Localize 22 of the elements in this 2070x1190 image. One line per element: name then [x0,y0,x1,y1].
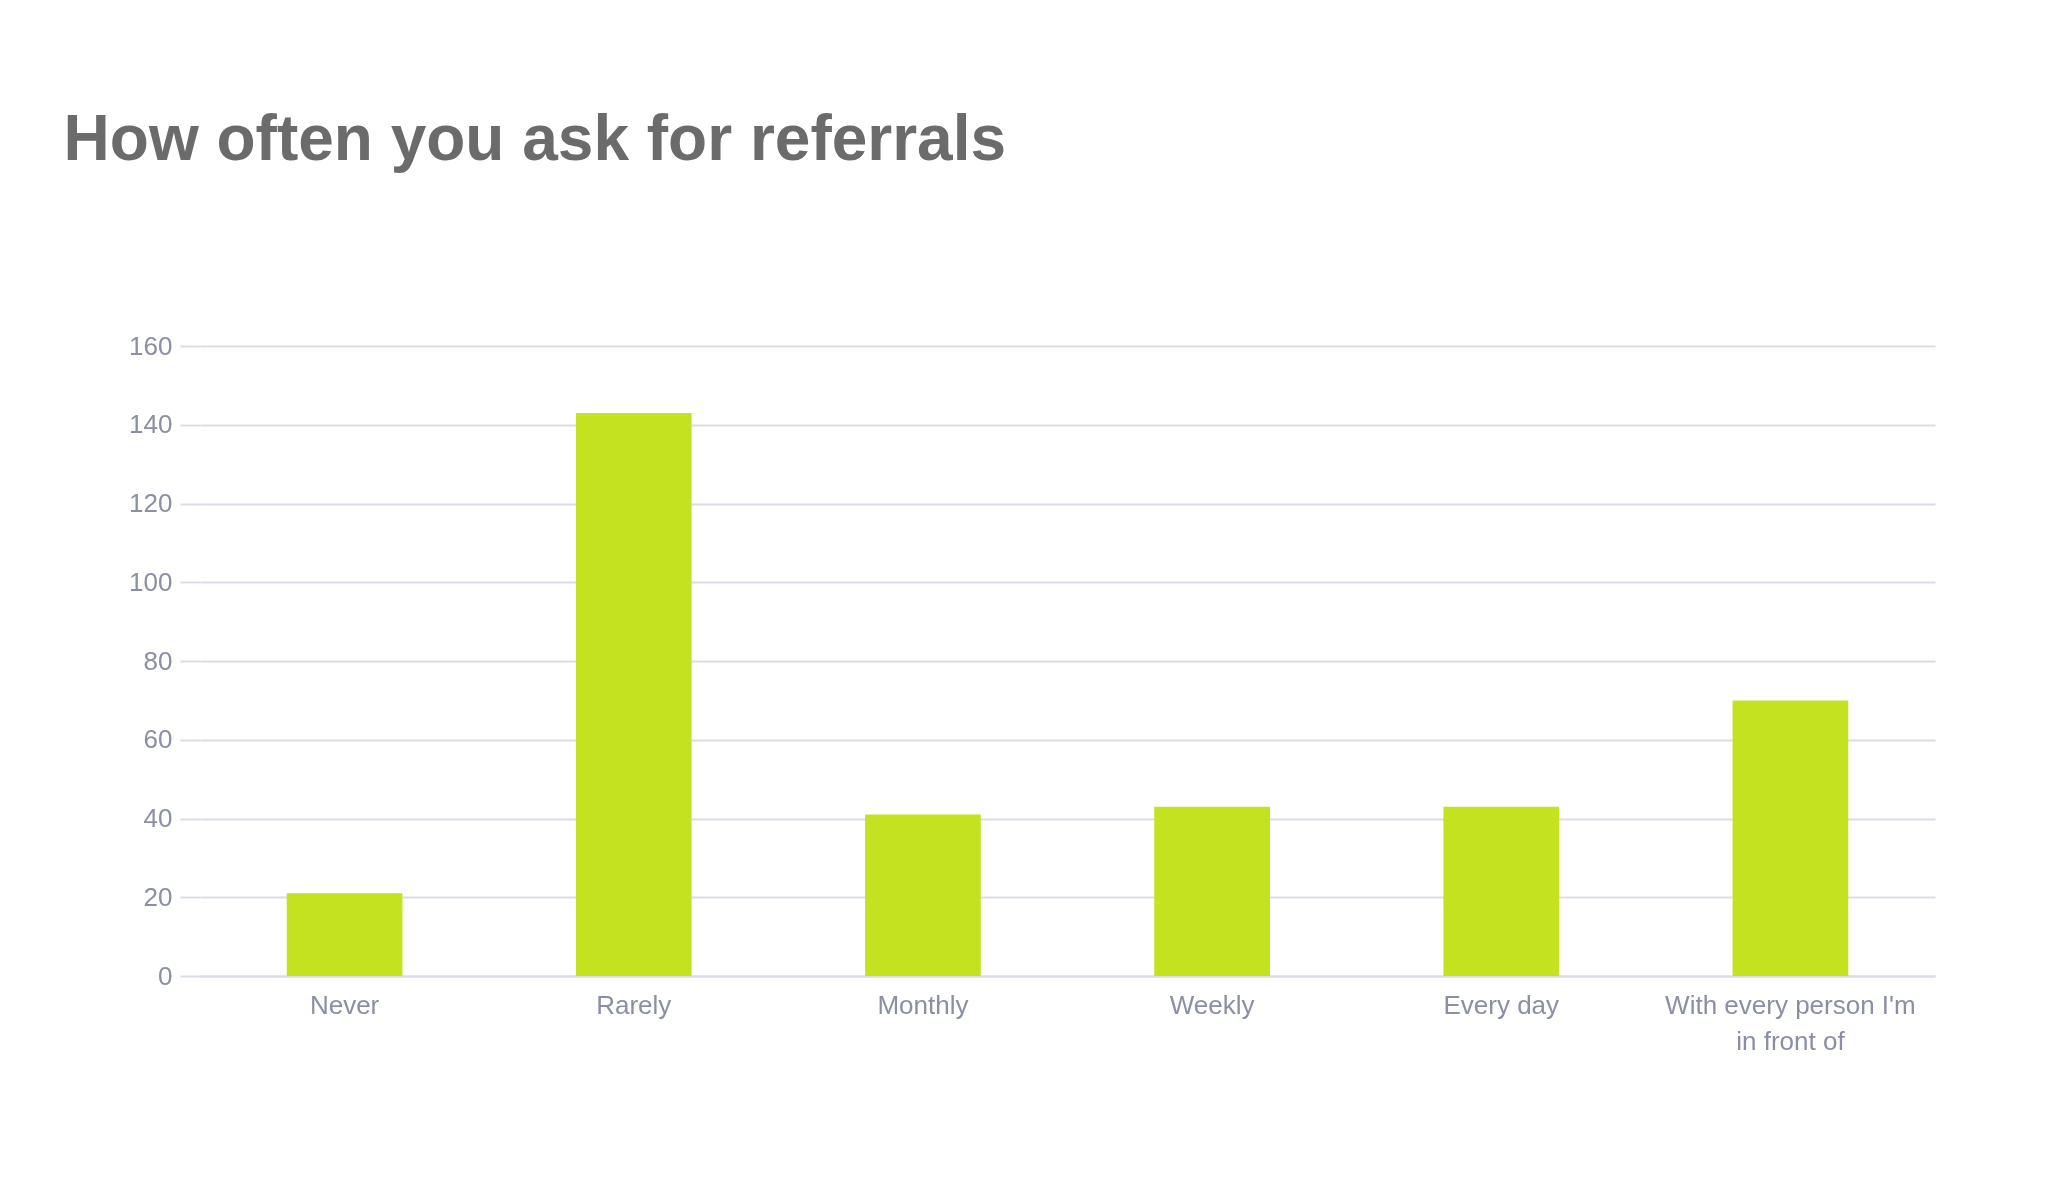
bar [286,893,403,976]
y-tick-label: 100 [129,566,173,597]
bar [865,814,981,976]
bar [1443,806,1560,976]
x-tick-label: Weekly [1169,989,1255,1020]
x-tick-label: Monthly [877,989,969,1020]
y-tick-label: 0 [158,960,173,991]
x-tick-label: Rarely [596,989,672,1020]
y-tick-label: 40 [143,803,173,833]
y-tick-label: 80 [143,645,173,676]
x-tick-label: Never [309,989,380,1020]
y-tick-label: 120 [129,488,173,518]
y-tick-label: 140 [129,409,173,440]
bar [1154,806,1270,976]
bar [1732,700,1849,976]
y-tick-label: 20 [143,881,173,912]
y-tick-label: 160 [129,330,173,361]
x-tick-label: Every day [1443,989,1560,1020]
chart-title: How often you ask for referrals [63,102,1007,174]
y-tick-label: 60 [143,724,173,755]
bar [575,412,692,976]
x-tick-label: With every person I'm in front of [1665,989,1916,1056]
